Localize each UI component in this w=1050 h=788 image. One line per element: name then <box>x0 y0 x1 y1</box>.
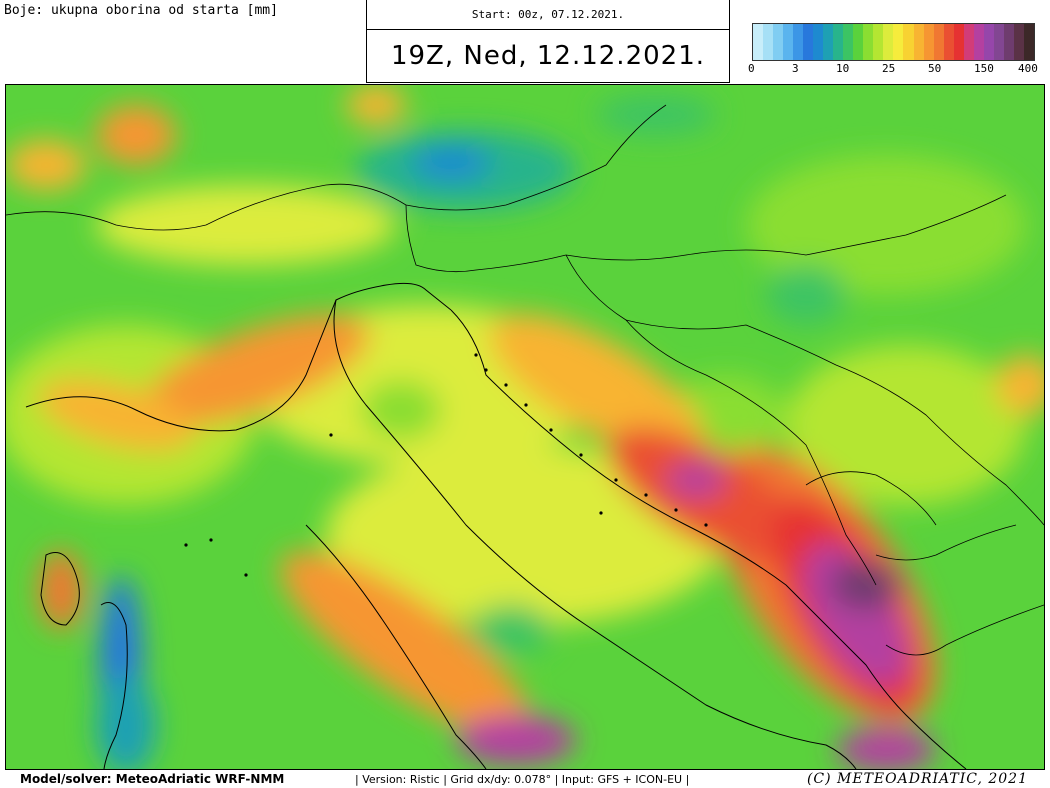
precipitation-map <box>5 84 1045 770</box>
coastlines <box>25 282 967 769</box>
legend-label: Boje: ukupna oborina od starta [mm] <box>4 3 278 18</box>
colorbar-swatch <box>923 24 934 60</box>
colorbar-swatch <box>903 24 914 60</box>
colorbar-swatch <box>783 24 794 60</box>
colorbar-swatch <box>993 24 1004 60</box>
footer-bar: Model/solver: MeteoAdriatic WRF-NMM | Ve… <box>0 770 1050 788</box>
precipitation-colorbar <box>752 23 1035 61</box>
colorbar-swatch <box>893 24 904 60</box>
colorbar-swatch <box>953 24 964 60</box>
colorbar-tick-label: 3 <box>792 62 799 75</box>
model-label: Model/solver: MeteoAdriatic WRF-NMM <box>20 772 285 786</box>
colorbar-swatch <box>963 24 974 60</box>
colorbar-swatch <box>873 24 884 60</box>
colorbar-swatch <box>823 24 834 60</box>
colorbar-swatch <box>983 24 994 60</box>
colorbar-tick-label: 150 <box>974 62 994 75</box>
colorbar-swatch <box>843 24 854 60</box>
colorbar-swatch <box>793 24 804 60</box>
start-time-label: Start: 00z, 07.12.2021. <box>366 0 730 30</box>
colorbar-tick-label: 50 <box>928 62 942 75</box>
map-canvas <box>6 85 1044 769</box>
colorbar-swatch <box>933 24 944 60</box>
colorbar-swatch <box>913 24 924 60</box>
colorbar-swatch <box>753 24 764 60</box>
colorbar-swatch <box>1013 24 1024 60</box>
colorbar-tick-label: 400 <box>1018 62 1038 75</box>
model-info: | Version: Ristic | Grid dx/dy: 0.078° |… <box>355 773 690 786</box>
colorbar-swatch <box>763 24 774 60</box>
colorbar-swatch <box>973 24 984 60</box>
colorbar-tick-label: 10 <box>836 62 850 75</box>
colorbar-tick-label: 25 <box>882 62 896 75</box>
colorbar-swatch <box>853 24 864 60</box>
country-borders <box>6 104 1044 656</box>
copyright-label: (C) METEOADRIATIC, 2021 <box>806 771 1028 787</box>
colorbar-swatch <box>833 24 844 60</box>
colorbar-swatch <box>803 24 814 60</box>
colorbar-swatch <box>883 24 894 60</box>
colorbar-swatch <box>813 24 824 60</box>
colorbar-swatch <box>863 24 874 60</box>
colorbar-swatch <box>773 24 784 60</box>
adriatic-islands <box>184 353 708 577</box>
colorbar-tick-label: 0 <box>748 62 755 75</box>
colorbar-swatch <box>1023 24 1034 60</box>
colorbar-swatch <box>1003 24 1014 60</box>
precipitation-field <box>6 85 1044 769</box>
colorbar-swatch <box>943 24 954 60</box>
valid-time-title: 19Z, Ned, 12.12.2021. <box>366 29 730 83</box>
